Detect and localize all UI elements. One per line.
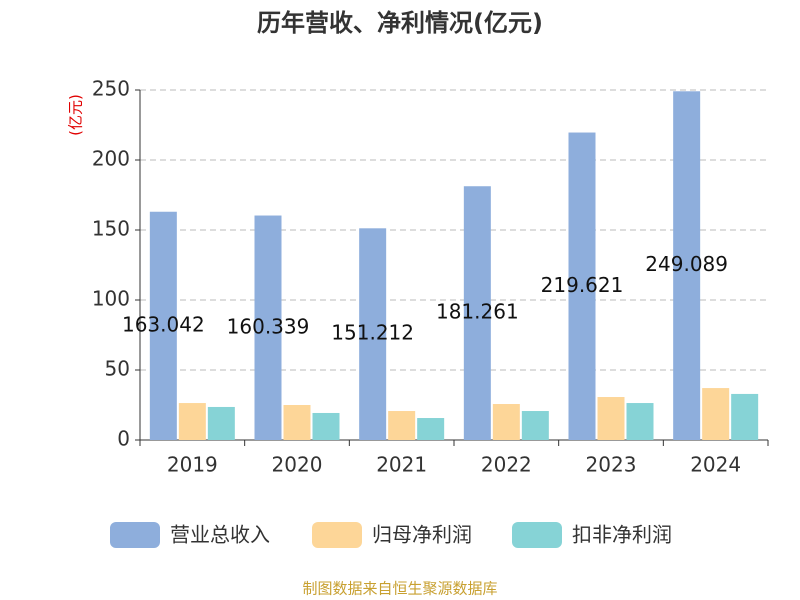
bar <box>149 211 177 440</box>
value-label: 151.212 <box>331 321 414 345</box>
legend-label: 归母净利润 <box>372 523 472 547</box>
y-tick-label: 150 <box>92 217 130 241</box>
bar <box>359 228 387 440</box>
bar <box>731 393 759 440</box>
y-tick-label: 50 <box>105 357 130 381</box>
value-label: 181.261 <box>436 300 519 324</box>
y-tick-label: 0 <box>117 427 130 451</box>
value-label: 160.339 <box>227 314 310 338</box>
legend-label: 扣非净利润 <box>572 523 672 547</box>
bar <box>626 403 654 440</box>
value-label: 219.621 <box>541 273 624 297</box>
legend-swatch <box>512 522 562 548</box>
legend-swatch <box>312 522 362 548</box>
legend-swatch <box>110 522 160 548</box>
x-tick-label: 2021 <box>376 453 427 477</box>
y-tick-label: 100 <box>92 287 130 311</box>
bar <box>254 215 282 440</box>
y-tick-label: 200 <box>92 147 130 171</box>
x-tick-label: 2022 <box>481 453 532 477</box>
bar <box>702 388 730 440</box>
bar <box>673 91 701 441</box>
bar <box>283 405 311 440</box>
bar <box>521 411 549 440</box>
bar <box>597 397 625 440</box>
bar <box>417 418 445 440</box>
bar <box>568 132 596 441</box>
bar <box>178 403 206 440</box>
value-label: 249.089 <box>645 252 728 276</box>
x-tick-label: 2023 <box>586 453 637 477</box>
chart-title: 历年营收、净利情况(亿元) <box>257 9 543 37</box>
legend-label: 营业总收入 <box>170 523 270 547</box>
y-axis-label: (亿元) <box>67 94 85 136</box>
y-tick-label: 250 <box>92 77 130 101</box>
source-note: 制图数据来自恒生聚源数据库 <box>302 580 497 598</box>
bar <box>312 412 340 440</box>
x-tick-label: 2019 <box>167 453 218 477</box>
bar <box>492 404 520 440</box>
bar <box>207 406 235 440</box>
x-tick-label: 2024 <box>690 453 741 477</box>
x-tick-label: 2020 <box>272 453 323 477</box>
bar <box>388 411 416 440</box>
value-label: 163.042 <box>122 312 205 336</box>
bar <box>463 186 491 440</box>
